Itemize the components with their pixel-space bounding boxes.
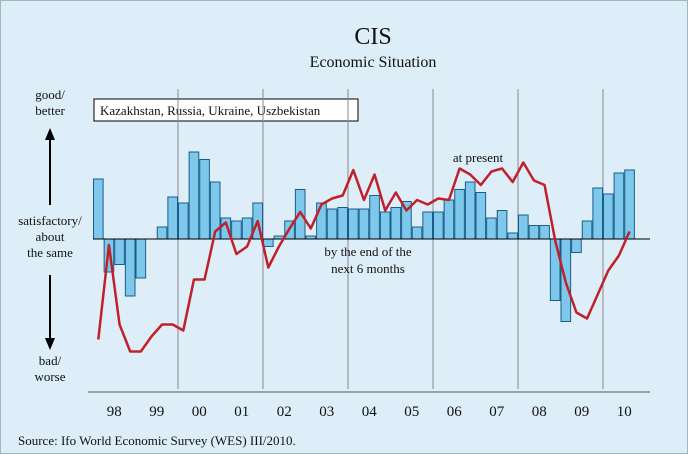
x-tick-label: 07 — [489, 404, 505, 420]
bar — [422, 211, 433, 240]
bar — [581, 220, 593, 240]
bar — [433, 211, 444, 240]
bar — [358, 208, 370, 240]
annotation: by the end of the — [324, 244, 412, 259]
y-label: better — [35, 103, 65, 118]
line — [97, 161, 631, 353]
bar — [337, 207, 348, 240]
arrow-head — [45, 338, 55, 350]
x-tick-label: 01 — [234, 404, 249, 420]
annotation: at present — [453, 150, 504, 165]
y-label: satisfactory/ — [18, 213, 82, 228]
bar — [613, 172, 625, 240]
x-tick-label: 10 — [617, 404, 632, 420]
bar — [496, 210, 508, 240]
bar — [528, 225, 540, 240]
bar — [539, 225, 550, 240]
legend-box — [93, 98, 359, 122]
bar — [124, 238, 136, 297]
bar — [199, 159, 210, 240]
bar — [571, 238, 582, 253]
annotation: next 6 months — [331, 261, 405, 276]
bar — [348, 208, 359, 240]
y-label: the same — [27, 245, 73, 260]
bar — [167, 196, 178, 240]
y-label: worse — [34, 369, 65, 384]
bar — [114, 238, 125, 265]
bar — [316, 202, 327, 240]
bar — [390, 207, 402, 240]
bar — [379, 211, 391, 240]
source: Source: Ifo World Economic Survey (WES) … — [18, 433, 296, 448]
x-tick-label: 04 — [362, 404, 378, 420]
x-tick-label: 03 — [319, 404, 334, 420]
bar — [443, 199, 455, 240]
bar — [188, 151, 200, 240]
x-tick-label: 09 — [574, 404, 589, 420]
bar — [454, 189, 465, 240]
bar — [326, 208, 338, 240]
x-tick-label: 02 — [277, 404, 292, 420]
y-label: about — [36, 229, 65, 244]
bar — [507, 232, 518, 240]
chart-title: CIS — [354, 24, 391, 50]
chart-subtitle: Economic Situation — [310, 54, 437, 71]
bar — [156, 226, 168, 240]
x-tick-label: 99 — [149, 404, 164, 420]
bar — [93, 178, 104, 240]
x-tick-label: 00 — [192, 404, 207, 420]
y-label: bad/ — [39, 353, 62, 368]
bar — [263, 238, 274, 247]
legend-text: Kazakhstan, Russia, Ukraine, Uszbekistan — [100, 103, 321, 118]
bar — [178, 202, 189, 240]
bar — [135, 238, 147, 279]
bar — [231, 220, 242, 240]
y-label: good/ — [35, 87, 65, 102]
bar — [411, 226, 423, 240]
x-tick-label: 06 — [447, 404, 463, 420]
bar — [369, 195, 380, 240]
arrow-head — [45, 128, 55, 140]
x-tick-label: 08 — [532, 404, 547, 420]
bar — [592, 187, 603, 240]
bar — [464, 181, 476, 240]
x-tick-label: 98 — [107, 404, 122, 420]
bar — [518, 214, 529, 240]
bar — [475, 192, 487, 240]
bar — [603, 193, 614, 240]
bar — [486, 217, 497, 240]
bar — [549, 238, 561, 301]
bar — [624, 169, 635, 240]
x-tick-label: 05 — [404, 404, 419, 420]
